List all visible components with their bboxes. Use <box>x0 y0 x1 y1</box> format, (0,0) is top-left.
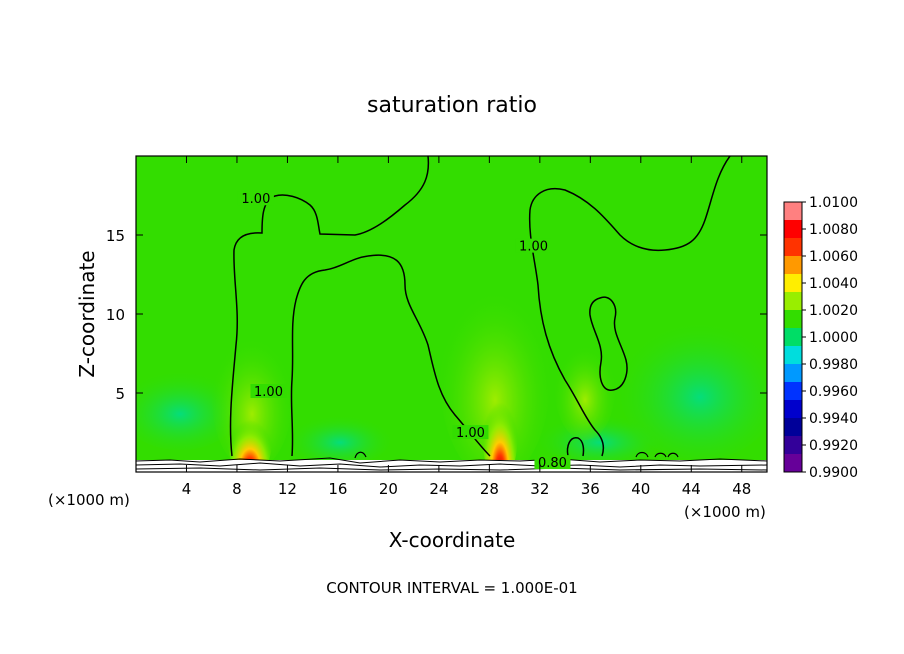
colorbar-swatch <box>784 382 802 401</box>
x-tick-label: 4 <box>182 480 192 498</box>
contour-label-bg <box>515 238 552 253</box>
contour-label: 1.00 <box>456 426 485 441</box>
x-unit-left: (×1000 m) <box>48 491 130 509</box>
x-axis: 4 8 12 16 20 24 28 32 36 40 44 48 <box>182 156 751 498</box>
colorbar-swatch <box>784 238 802 257</box>
x-tick-label: 24 <box>429 480 448 498</box>
colorbar-label: 1.0100 <box>809 195 858 211</box>
colorbar-label: 1.0080 <box>809 222 858 238</box>
colorbar-swatch <box>784 346 802 365</box>
colorbar-label: 1.0020 <box>809 303 858 319</box>
colorbar-swatch <box>784 310 802 329</box>
colorbar-label: 0.9940 <box>809 411 858 427</box>
cool-patch <box>620 320 767 460</box>
colorbar-swatch <box>784 400 802 419</box>
contour-label: 1.00 <box>241 192 270 207</box>
contour-line-1.00 <box>635 451 679 458</box>
contour-labels: 1.00 1.00 1.00 1.00 0.80 <box>237 191 571 471</box>
colorbar-swatch <box>784 256 802 275</box>
contour-label-bg <box>452 425 489 440</box>
colorbar-swatch <box>784 292 802 311</box>
hot-core <box>228 400 272 472</box>
colorbar-label: 0.9980 <box>809 357 858 373</box>
chart-title: saturation ratio <box>367 93 537 118</box>
contour-label: 0.80 <box>538 456 567 471</box>
cool-patch <box>290 415 390 465</box>
x-tick-label: 32 <box>530 480 549 498</box>
colorbar: 1.0100 1.0080 1.0060 1.0040 1.0020 1.0000 0.99… <box>783 195 858 481</box>
y-axis-label: Z-coordinate <box>75 250 99 377</box>
y-tick-label: 10 <box>106 306 125 324</box>
warm-plume <box>440 280 550 472</box>
y-axis: 5 10 15 <box>106 227 767 403</box>
surface-contour <box>136 462 767 468</box>
x-tick-label: 48 <box>732 480 751 498</box>
colorbar-label: 1.0040 <box>809 276 858 292</box>
contour-label-bg <box>534 455 571 470</box>
colorbar-label: 0.9920 <box>809 438 858 454</box>
surface-contour <box>136 467 767 471</box>
colorbar-label: 0.9900 <box>809 465 858 481</box>
x-tick-label: 36 <box>581 480 600 498</box>
surface-contour <box>136 457 767 464</box>
contour-label: 1.00 <box>254 385 283 400</box>
contour-line-1.00 <box>528 156 731 457</box>
contour-line-1.00 <box>290 254 491 457</box>
contour-line-1.00 <box>566 437 585 457</box>
contour-line-1.00 <box>589 296 628 391</box>
colorbar-swatch <box>784 436 802 455</box>
x-axis-label: X-coordinate <box>389 528 516 552</box>
colorbar-swatch <box>784 328 802 347</box>
hot-core <box>482 375 518 472</box>
contour-label: 1.00 <box>519 240 548 255</box>
footer-contour-interval: CONTOUR INTERVAL = 1.000E-01 <box>326 579 577 597</box>
colorbar-swatch <box>784 418 802 437</box>
colorbar-swatch <box>784 220 802 239</box>
x-tick-label: 40 <box>631 480 650 498</box>
contour-label-bg <box>237 191 274 206</box>
x-tick-label: 20 <box>379 480 398 498</box>
x-tick-label: 16 <box>328 480 347 498</box>
colorbar-swatch <box>784 274 802 293</box>
colorbar-swatch <box>784 364 802 383</box>
colorbar-label: 1.0060 <box>809 249 858 265</box>
colorbar-label: 0.9960 <box>809 384 858 400</box>
x-tick-label: 28 <box>480 480 499 498</box>
colorbar-swatch <box>784 202 802 221</box>
contour-label-bg <box>250 384 287 398</box>
y-tick-label: 5 <box>115 385 125 403</box>
contour-line-1.00 <box>354 451 367 459</box>
x-tick-label: 12 <box>278 480 297 498</box>
x-unit-right: (×1000 m) <box>684 503 766 521</box>
colorbar-label: 1.0000 <box>809 330 858 346</box>
x-tick-label: 44 <box>682 480 701 498</box>
x-tick-label: 8 <box>232 480 242 498</box>
plot-area <box>136 156 767 472</box>
colorbar-swatch <box>784 454 802 473</box>
warm-plume <box>555 340 615 440</box>
y-tick-label: 15 <box>106 227 125 245</box>
